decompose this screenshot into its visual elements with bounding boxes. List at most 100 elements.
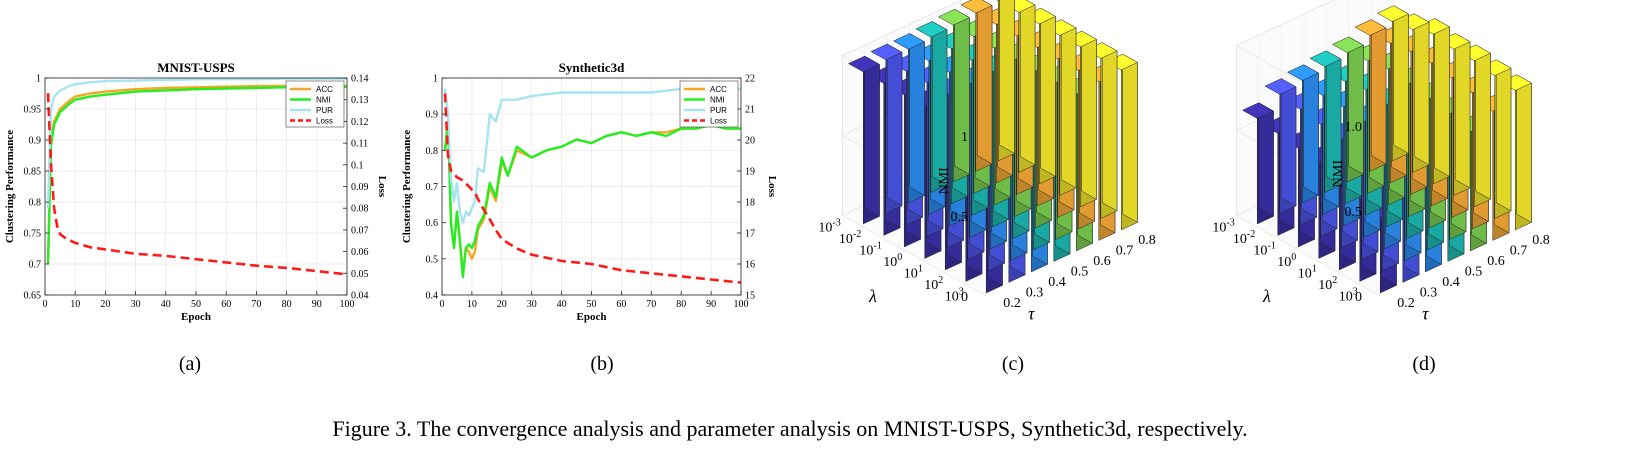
x-tick-label: 30 (131, 299, 141, 310)
y2-tick-label: 0.13 (351, 95, 369, 106)
bar-face-side (1370, 19, 1387, 165)
sublabel-d: (d) (1412, 353, 1435, 375)
tau-tick-label: 0.6 (1487, 254, 1505, 269)
series-line-nmi (443, 120, 741, 279)
y2-axis-label: Loss (376, 176, 388, 198)
x-tick-label: 30 (527, 299, 537, 310)
legend-label-pur: PUR (710, 106, 727, 115)
bar-face-side (954, 8, 970, 175)
y2-tick-label: 15 (745, 291, 755, 302)
y2-tick-label: 0.1 (351, 160, 364, 171)
bar3d-bar (1085, 42, 1118, 219)
convergence-plot-mnist-usps: 0 10 20 30 40 50 60 70 80 90 100 0.65 0.7 0.75 0.8 0.85… (4, 60, 388, 323)
bar-face-top (1264, 78, 1297, 95)
bar3d-bar (1354, 19, 1387, 172)
bar-face-side (1060, 19, 1077, 189)
tau-tick-label: 0.3 (1026, 285, 1044, 300)
x-tick-label: 70 (646, 299, 656, 310)
bar-face-side (1495, 59, 1512, 212)
bar-face-side (1475, 44, 1491, 200)
x-tick-label: 90 (706, 299, 716, 310)
lambda-tick-label: 10-1 (1253, 240, 1275, 258)
y-tick-label: 0.95 (24, 105, 42, 116)
bar3d-bar (1309, 50, 1342, 193)
bar3d-bar (1023, 7, 1057, 185)
y-tick-label: 0.7 (29, 260, 42, 271)
tau-tick-label: 0.7 (1116, 243, 1134, 258)
y2-tick-label: 18 (745, 198, 755, 209)
legend-label-nmi: NMI (710, 96, 725, 105)
y-tick-label: 1 (36, 74, 41, 85)
y-tick-label: 0.8 (29, 198, 42, 209)
bar3d-bar (1105, 53, 1139, 231)
y-tick-label: 0.7 (426, 182, 439, 193)
y2-tick-label: 22 (745, 74, 755, 85)
y-tick-label: 0.75 (24, 229, 42, 240)
x-tick-label: 50 (191, 299, 201, 310)
bar-face-side (1413, 13, 1430, 166)
lambda-tick-label: 101 (904, 263, 923, 281)
y-axis-label: Clustering Performance (401, 130, 413, 243)
y2-tick-label: 0.05 (351, 269, 369, 280)
bar-face-side (886, 43, 903, 207)
x-tick-label: 0 (43, 299, 48, 310)
bar3d-bar (960, 0, 993, 172)
y-tick-label: 0.9 (426, 110, 439, 121)
lambda-tick-label: 103 (1339, 286, 1358, 304)
x-tick-label: 100 (734, 299, 749, 310)
sublabel-c: (c) (1002, 353, 1024, 375)
bar3d-bar (1003, 0, 1036, 173)
tau-axis-label: τ (1028, 304, 1035, 324)
bar-face-side (1393, 5, 1409, 154)
bar-face-top (1331, 36, 1365, 53)
z-axis-label: NMI (937, 167, 952, 195)
x-tick-label: 60 (221, 299, 231, 310)
bar3d-bar (1397, 13, 1430, 173)
bar-face-side (1303, 64, 1319, 196)
x-tick-label: 20 (100, 299, 110, 310)
y2-tick-label: 0.12 (351, 117, 369, 128)
y2-tick-label: 0.08 (351, 204, 369, 215)
series-line-pur (443, 87, 741, 224)
legend-label-pur: PUR (316, 106, 333, 115)
tau-tick-label: 0.2 (1397, 296, 1415, 311)
x-axis-label: Epoch (181, 311, 211, 323)
tau-tick-label: 0.5 (1465, 264, 1483, 279)
tau-tick-label: 0.6 (1093, 254, 1111, 269)
y-tick-label: 0.9 (29, 136, 42, 147)
lambda-tick-label: 100 (1277, 252, 1296, 270)
bar3d-bar (915, 20, 948, 193)
series-line-nmi (46, 85, 348, 265)
tau-tick-label: 0.7 (1510, 243, 1528, 258)
bar-face-top (996, 0, 1001, 2)
lambda-axis-label: λ (868, 286, 877, 306)
lambda-tick-label: 10-2 (1233, 229, 1255, 247)
bar3d-bar (1458, 44, 1492, 208)
x-tick-label: 100 (340, 299, 355, 310)
series-line-acc (443, 120, 741, 275)
bar-face-side (1040, 7, 1056, 177)
y2-tick-label: 0.09 (351, 182, 369, 193)
bar-face-top (847, 55, 881, 73)
bar-face-top (870, 43, 903, 61)
y-tick-label: 0.8 (426, 146, 439, 157)
y2-tick-label: 0.11 (351, 139, 368, 150)
sublabel-a: (a) (179, 353, 201, 375)
bar-face-side (1019, 0, 1036, 166)
z-tick-label: 1 (961, 130, 968, 145)
bar-face-top (1241, 102, 1275, 119)
bar3d-bar (1499, 74, 1533, 231)
bar3d-bar (996, 0, 1015, 162)
bar3d-bar (1286, 64, 1320, 204)
bar3d-bar (1479, 59, 1512, 219)
lambda-tick-label: 102 (1318, 275, 1337, 293)
y-tick-label: 1 (433, 74, 438, 85)
bar-face-side (1081, 30, 1097, 200)
x-tick-label: 10 (70, 299, 80, 310)
series-line-loss (46, 93, 348, 276)
legend-label-acc: ACC (710, 85, 727, 94)
